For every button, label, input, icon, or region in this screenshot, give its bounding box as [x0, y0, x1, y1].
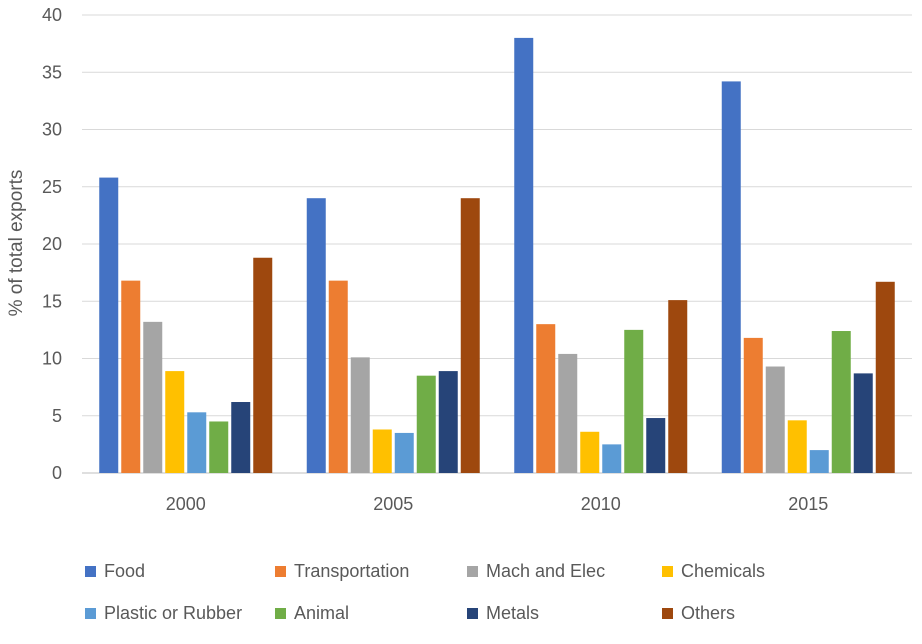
bar-animal-2015	[831, 331, 851, 473]
bar-chart: 0 5 10 15 20 25 30 35 40 2000 2005 2010 2015 % of t…	[6, 5, 912, 514]
bar-metals-2010	[646, 418, 666, 473]
bar-food-2000	[99, 177, 119, 473]
y-axis-title: % of total exports	[6, 170, 27, 317]
legend-label: Transportation	[294, 560, 410, 581]
bar-chemicals-2005	[372, 429, 392, 473]
x-tick-label: 2005	[373, 494, 413, 514]
bar-others-2010	[668, 300, 688, 473]
legend: Food Transportation Mach and Elec Chemicals…	[85, 560, 905, 644]
legend-swatch	[662, 565, 673, 577]
legend-label: Plastic or Rubber	[104, 602, 243, 623]
y-tick-label: 20	[42, 234, 62, 254]
x-tick-label: 2015	[788, 494, 828, 514]
bar-food-2005	[306, 198, 326, 473]
legend-item: Animal	[275, 602, 467, 624]
bar-transportation-2015	[743, 337, 763, 473]
legend-row: Food Transportation Mach and Elec Chemicals	[85, 560, 905, 582]
legend-swatch	[275, 565, 286, 577]
legend-item: Plastic or Rubber	[85, 602, 275, 624]
legend-item: Chemicals	[662, 560, 832, 582]
bars	[99, 37, 895, 474]
x-tick-label: 2010	[581, 494, 621, 514]
legend-label: Animal	[294, 602, 350, 623]
bar-transportation-2000	[121, 280, 141, 473]
legend-swatch	[85, 607, 96, 619]
bar-chemicals-2010	[580, 431, 600, 473]
legend-item: Metals	[467, 602, 662, 624]
legend-swatch	[662, 607, 673, 619]
legend-label: Mach and Elec	[486, 560, 606, 581]
bar-mach-and-elec-2005	[350, 357, 370, 473]
y-tick-label: 25	[42, 177, 62, 197]
legend-swatch	[467, 565, 478, 577]
legend-item: Transportation	[275, 560, 467, 582]
x-tick-label: 2000	[166, 494, 206, 514]
y-tick-label: 10	[42, 349, 62, 369]
bar-metals-2015	[853, 373, 873, 473]
y-tick-label: 15	[42, 291, 62, 311]
bar-plastic-or-rubber-2015	[809, 450, 829, 473]
bar-others-2015	[875, 281, 895, 473]
bar-mach-and-elec-2000	[143, 321, 163, 473]
legend-item: Others	[662, 602, 832, 624]
y-tick-label: 5	[52, 406, 62, 426]
y-tick-label: 40	[42, 5, 62, 25]
bar-mach-and-elec-2015	[765, 366, 785, 473]
bar-plastic-or-rubber-2010	[602, 444, 622, 473]
legend-swatch	[275, 607, 286, 619]
legend-label: Food	[104, 560, 146, 581]
bar-plastic-or-rubber-2000	[187, 412, 207, 473]
bar-mach-and-elec-2010	[558, 353, 578, 473]
legend-item: Food	[85, 560, 275, 582]
bar-transportation-2005	[328, 280, 348, 473]
y-axis-ticks: 0 5 10 15 20 25 30 35 40	[42, 5, 62, 483]
bar-metals-2000	[231, 402, 251, 473]
bar-others-2000	[253, 257, 273, 473]
bar-metals-2005	[438, 371, 458, 473]
gridlines	[82, 14, 912, 474]
legend-swatch	[85, 565, 96, 577]
legend-label: Metals	[486, 602, 540, 623]
bar-animal-2010	[624, 329, 644, 473]
x-axis-ticks: 2000 2005 2010 2015	[166, 494, 829, 514]
bar-chemicals-2000	[165, 371, 185, 473]
y-tick-label: 0	[52, 463, 62, 483]
bar-plastic-or-rubber-2005	[394, 432, 414, 473]
legend-label: Chemicals	[681, 560, 766, 581]
bar-animal-2000	[209, 421, 229, 473]
bar-food-2015	[721, 81, 741, 473]
bar-chemicals-2015	[787, 420, 807, 473]
y-tick-label: 30	[42, 120, 62, 140]
bar-transportation-2010	[536, 324, 556, 473]
legend-label: Others	[681, 602, 736, 623]
legend-item: Mach and Elec	[467, 560, 662, 582]
bar-animal-2005	[416, 375, 436, 473]
legend-row: Plastic or Rubber Animal Metals Others	[85, 602, 905, 624]
bar-food-2010	[514, 37, 534, 474]
y-tick-label: 35	[42, 62, 62, 82]
bar-others-2005	[460, 198, 480, 473]
legend-swatch	[467, 607, 478, 619]
